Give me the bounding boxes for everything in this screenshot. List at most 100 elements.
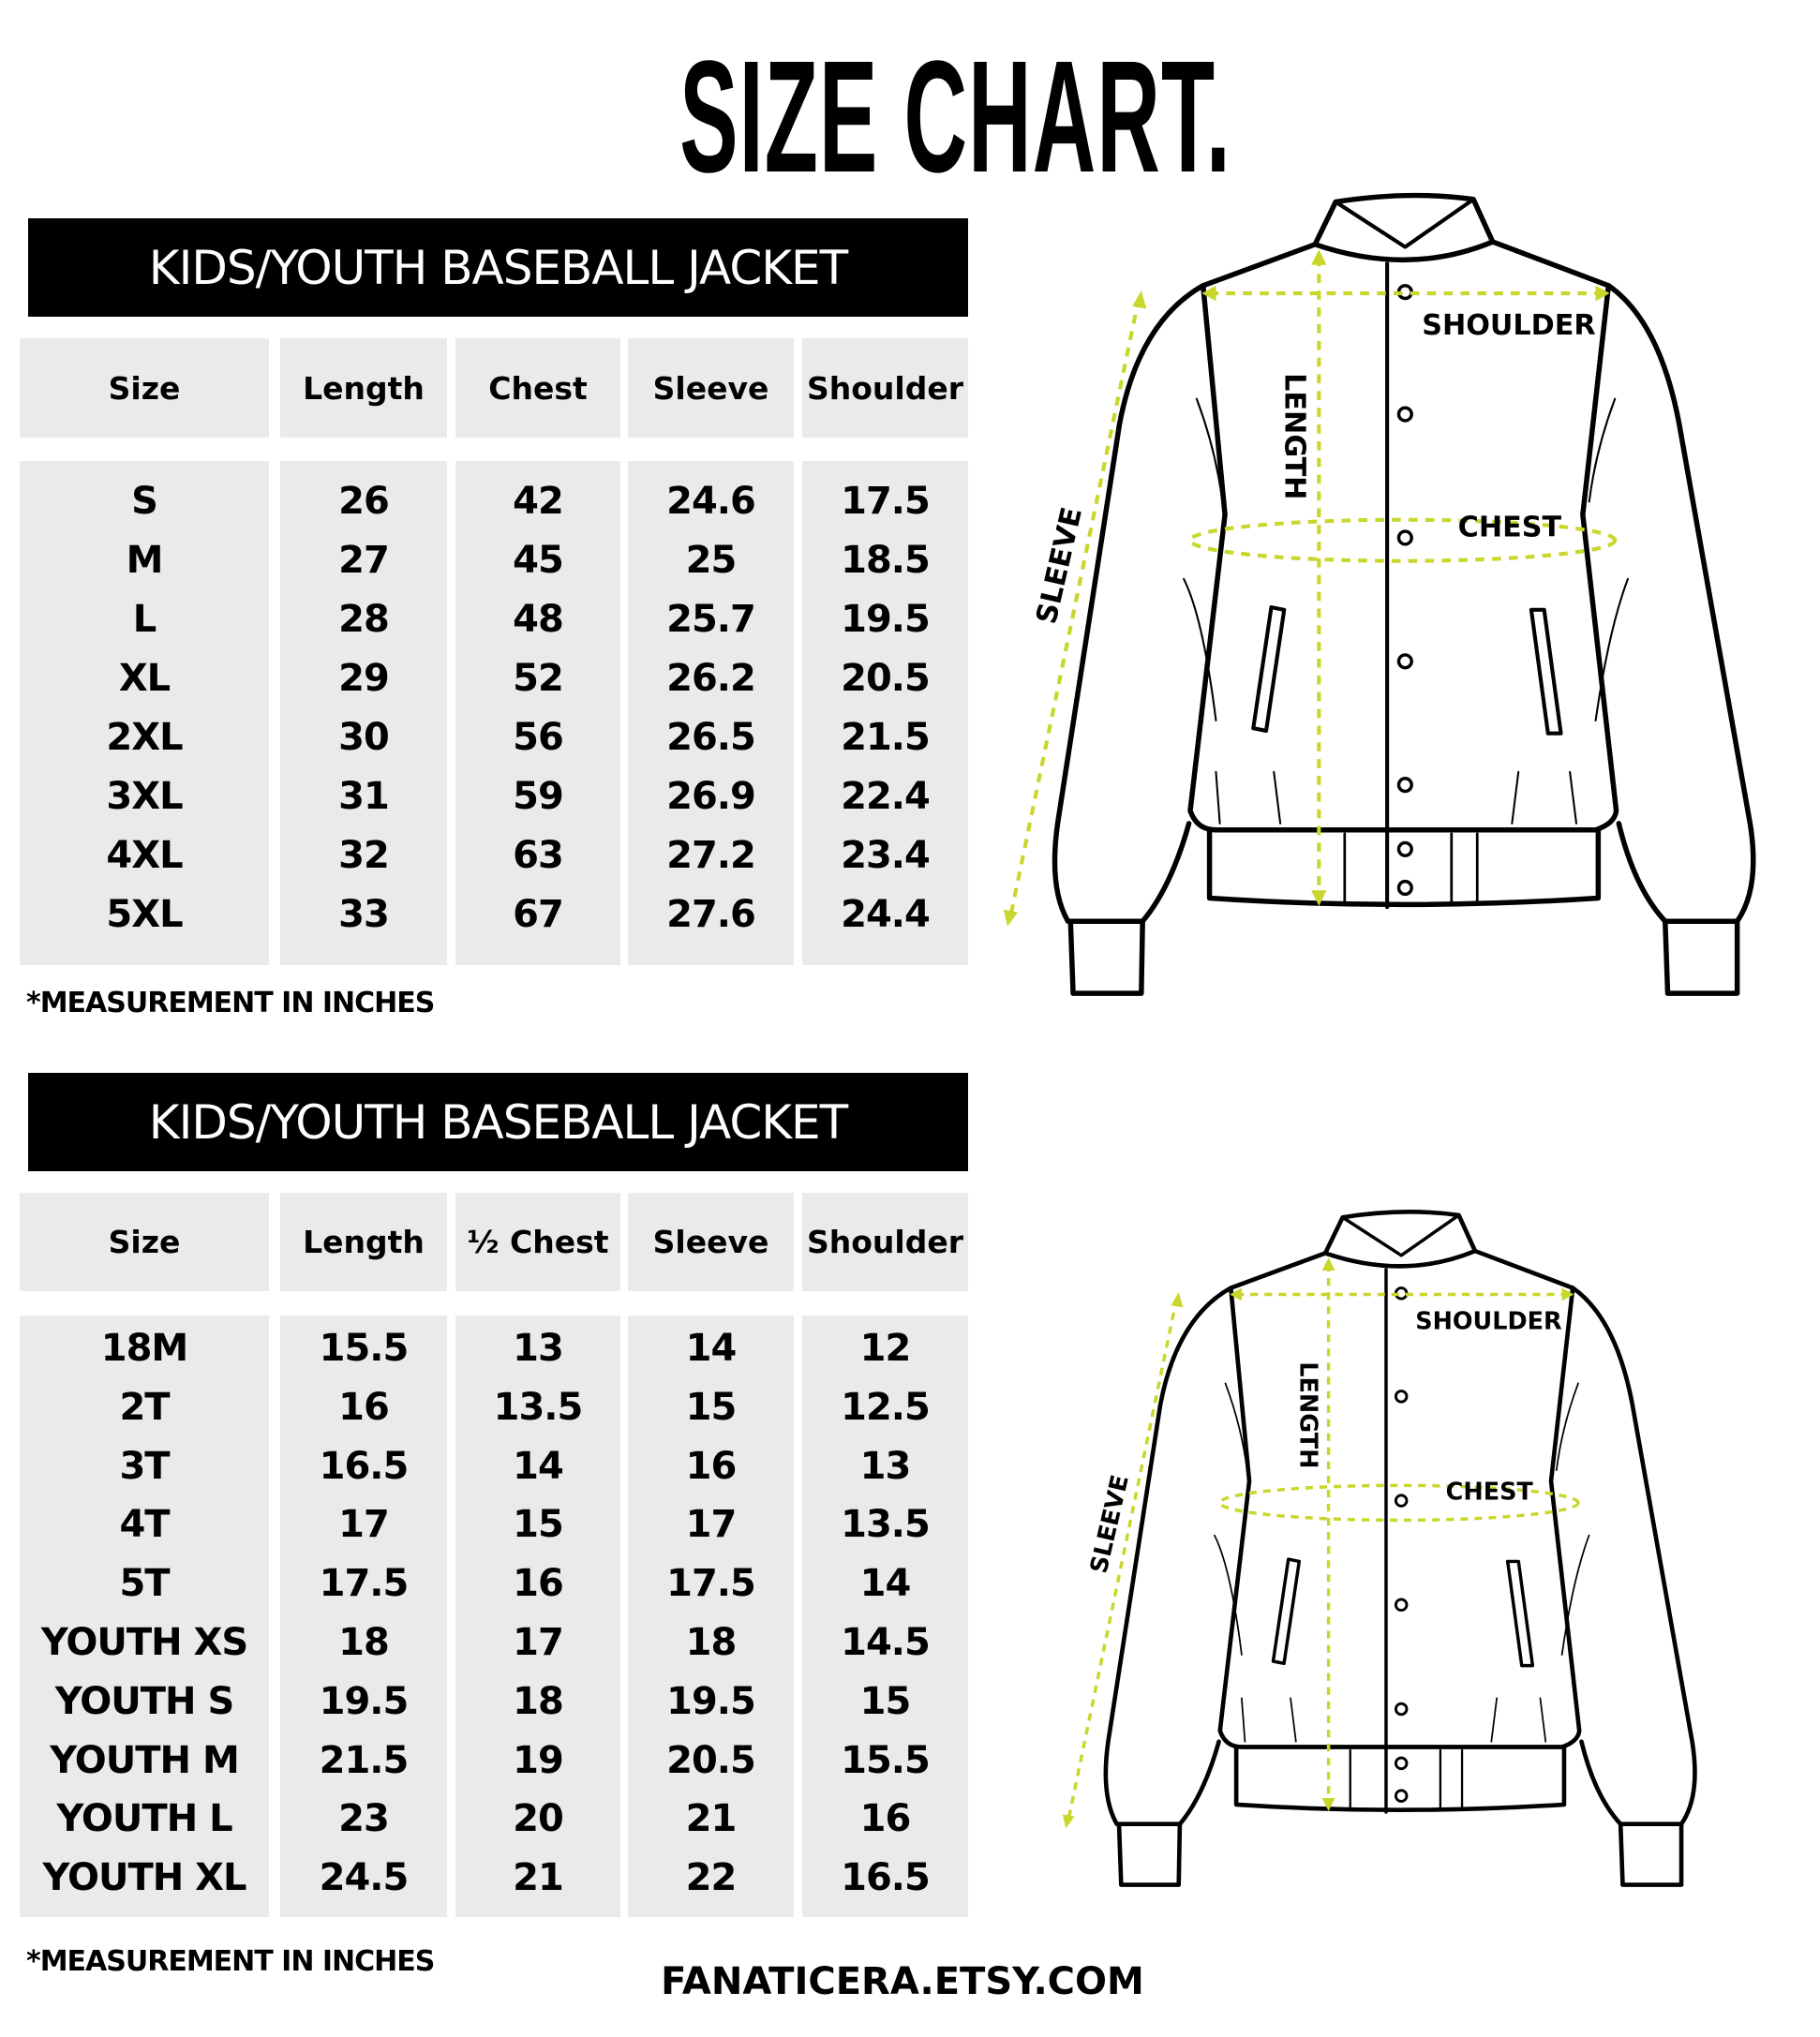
table-cell: 28: [338, 598, 390, 641]
table-cell: 15: [513, 1503, 564, 1547]
table-cell: 17: [513, 1621, 564, 1664]
table-cell: XL: [118, 657, 171, 700]
table-cell: 19.5: [666, 1679, 756, 1723]
table-cell: 26: [338, 480, 390, 523]
table-cell: 2T: [119, 1385, 170, 1429]
table-cell: 21: [513, 1856, 564, 1900]
shop-url: FANATICERA.ETSY.COM: [661, 1960, 1144, 2003]
table-cell: 32: [338, 834, 390, 877]
table-cell: 59: [513, 775, 564, 818]
table-cell: 14: [859, 1562, 912, 1606]
table-cell: 30: [338, 716, 390, 759]
jacket-diagram-youth: SHOULDER CHEST LENGTH SLEEVE: [1057, 1204, 1708, 1899]
table-cell: 27.2: [666, 834, 756, 877]
column-header-length: Length: [280, 1193, 447, 1291]
table-cell: 16.5: [319, 1444, 410, 1488]
column-header-sleeve: Sleeve: [628, 1193, 794, 1291]
table-cell: 22.4: [841, 775, 931, 818]
table-cell: 27: [338, 539, 390, 582]
table-cell: M: [126, 539, 164, 582]
measurement-note: *MEASUREMENT IN INCHES: [26, 987, 435, 1019]
table-cell: 15: [685, 1385, 738, 1429]
column-sleeve: 24.6 25 25.7 26.2 26.5 26.9 27.2 27.6: [628, 461, 794, 965]
table-cell: 5XL: [106, 893, 183, 936]
table-cell: 16: [513, 1562, 564, 1606]
column-chest: 42 45 48 52 56 59 63 67: [455, 461, 620, 965]
table-cell: S: [131, 480, 158, 523]
table-cell: 24.6: [666, 480, 756, 523]
table-cell: 14.5: [841, 1621, 931, 1664]
table-cell: 17.5: [319, 1562, 410, 1606]
table-cell: 3XL: [106, 775, 183, 818]
page-title: SIZE CHART.: [679, 28, 1231, 206]
table-cell: 19: [513, 1738, 564, 1782]
column-shoulder: 12 12.5 13 13.5 14 14.5 15 15.5 16 16.5: [802, 1316, 968, 1917]
jacket-diagram-adult: SHOULDER CHEST LENGTH SLEEVE: [997, 186, 1769, 1010]
column-length: 15.5 16 16.5 17 17.5 18 19.5 21.5 23 24.5: [280, 1316, 447, 1917]
table-cell: 20.5: [841, 657, 931, 700]
table-cell: 19.5: [319, 1679, 410, 1723]
table-cell: 12: [859, 1327, 912, 1370]
table-cell: YOUTH M: [50, 1738, 240, 1782]
table-cell: 17: [685, 1503, 738, 1547]
column-header-sleeve: Sleeve: [628, 338, 794, 438]
table-cell: 29: [338, 657, 390, 700]
table-cell: 21.5: [841, 716, 931, 759]
shoulder-label: SHOULDER: [1422, 309, 1595, 342]
column-header-size: Size: [20, 338, 269, 438]
table-cell: 18.5: [841, 539, 931, 582]
table-cell: 26.5: [666, 716, 756, 759]
table-cell: 4T: [119, 1503, 170, 1547]
column-header-chest: Chest: [455, 338, 620, 438]
table-cell: 26.2: [666, 657, 756, 700]
table-cell: 22: [685, 1856, 738, 1900]
length-label: LENGTH: [1278, 373, 1311, 499]
table-cell: 5T: [119, 1562, 170, 1606]
chest-label: CHEST: [1446, 1478, 1534, 1506]
column-sleeve: 14 15 16 17 17.5 18 19.5 20.5 21 22: [628, 1316, 794, 1917]
sleeve-label: SLEEVE: [1085, 1472, 1135, 1576]
table-cell: 24.4: [841, 893, 931, 936]
sleeve-label: SLEEVE: [1030, 504, 1089, 627]
table-cell: 63: [513, 834, 564, 877]
table-cell: 26.9: [666, 775, 756, 818]
table-cell: 56: [513, 716, 564, 759]
table-cell: 42: [513, 480, 564, 523]
table-cell: 23.4: [841, 834, 931, 877]
table-cell: 18: [685, 1621, 738, 1664]
table-cell: 17.5: [666, 1562, 756, 1606]
table-cell: 45: [513, 539, 564, 582]
table-cell: 18: [338, 1621, 390, 1664]
table-cell: 27.6: [666, 893, 756, 936]
table-cell: 12.5: [841, 1385, 931, 1429]
table-cell: 13: [513, 1327, 564, 1370]
table-cell: 52: [513, 657, 564, 700]
table-cell: YOUTH XS: [40, 1621, 248, 1664]
column-length: 26 27 28 29 30 31 32 33: [280, 461, 447, 965]
table-cell: 48: [513, 598, 564, 641]
table-cell: YOUTH S: [54, 1679, 235, 1723]
column-header-chest: ½ Chest: [455, 1193, 620, 1291]
table-cell: 20.5: [666, 1738, 756, 1782]
table-cell: 21.5: [319, 1738, 410, 1782]
table-cell: 19.5: [841, 598, 931, 641]
table-cell: 2XL: [106, 716, 183, 759]
table-banner-youth: KIDS/YOUTH BASEBALL JACKET: [28, 1073, 968, 1171]
table-cell: 31: [338, 775, 390, 818]
table-cell: 67: [513, 893, 564, 936]
table-cell: 17.5: [841, 480, 931, 523]
measurement-note: *MEASUREMENT IN INCHES: [26, 1945, 435, 1978]
table-cell: 20: [513, 1797, 564, 1841]
chest-label: CHEST: [1458, 512, 1562, 544]
column-header-size: Size: [20, 1193, 269, 1291]
table-cell: 16: [338, 1385, 390, 1429]
column-header-shoulder: Shoulder: [802, 338, 968, 438]
table-cell: 18M: [100, 1327, 188, 1370]
table-cell: 25: [685, 539, 738, 582]
table-cell: 16: [685, 1444, 738, 1488]
table-cell: 17: [338, 1503, 390, 1547]
column-size: S M L XL 2XL 3XL 4XL 5XL: [20, 461, 269, 965]
table-cell: YOUTH XL: [42, 1856, 246, 1900]
table-cell: L: [132, 598, 157, 641]
table-cell: 25.7: [666, 598, 756, 641]
